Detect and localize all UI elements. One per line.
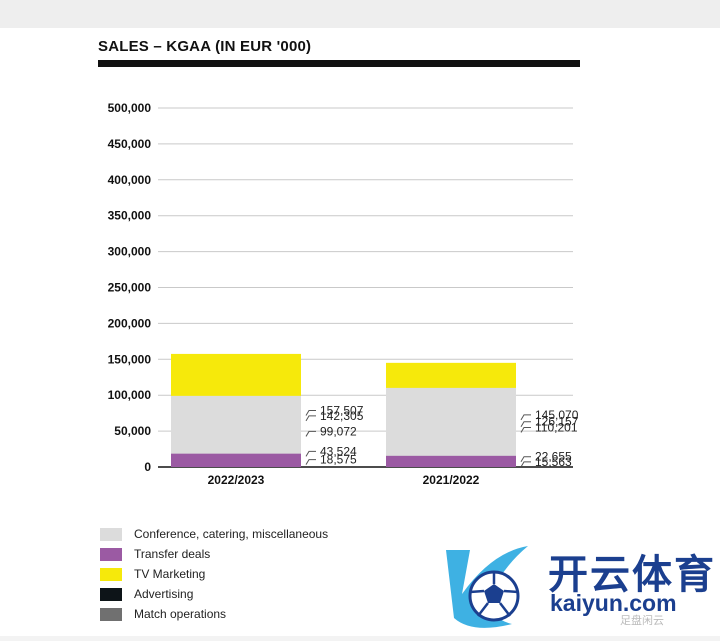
legend-item: Transfer deals — [100, 544, 328, 564]
y-tick-label: 350,000 — [108, 209, 152, 223]
y-tick-label: 300,000 — [108, 245, 152, 259]
x-tick-label: 2022/2023 — [208, 473, 265, 487]
legend-label: Conference, catering, miscellaneous — [134, 527, 329, 541]
data-label: 99,072 — [320, 424, 357, 438]
legend-swatch — [100, 607, 122, 621]
k-ball-icon — [446, 546, 528, 628]
brand-name-en: kaiyun.com — [550, 590, 677, 616]
y-tick-label: 50,000 — [114, 424, 151, 438]
chart-title: SALES – KGAA (IN EUR '000) — [98, 38, 312, 55]
data-label-leader — [520, 426, 531, 433]
data-label-leader — [305, 450, 316, 457]
brand-logo: 开云体育 kaiyun.com — [432, 532, 720, 636]
bar-segment — [386, 387, 516, 467]
data-label-leader — [305, 415, 316, 422]
data-label: 43,524 — [320, 444, 357, 458]
legend-item: TV Marketing — [100, 564, 328, 584]
y-tick-label: 400,000 — [108, 173, 152, 187]
legend-swatch — [100, 527, 122, 541]
y-tick-label: 250,000 — [108, 281, 152, 295]
data-label: 110,201 — [535, 420, 578, 434]
bar-segment — [171, 453, 301, 467]
data-label-leader — [520, 461, 531, 468]
data-label: 22,655 — [535, 450, 572, 464]
title-rule — [98, 60, 580, 67]
corner-watermark: 足盘闲云 — [620, 615, 664, 627]
legend-swatch — [100, 587, 122, 601]
top-bar — [0, 0, 720, 28]
data-label-leader — [520, 456, 531, 462]
data-label-leader — [305, 409, 316, 416]
data-label-leader — [520, 414, 531, 421]
legend-label: Advertising — [134, 587, 194, 601]
y-tick-label: 0 — [144, 460, 151, 474]
legend-item: Conference, catering, miscellaneous — [100, 524, 328, 544]
y-tick-label: 200,000 — [108, 316, 152, 330]
data-label-leader — [305, 430, 316, 437]
x-tick-label: 2021/2022 — [423, 473, 480, 487]
y-tick-label: 100,000 — [108, 388, 152, 402]
data-label: 145,070 — [535, 408, 579, 422]
data-label: 126,157 — [535, 415, 579, 429]
chart-legend: Conference, catering, miscellaneous Trans… — [100, 524, 328, 624]
legend-swatch — [100, 547, 122, 561]
bar-segment — [386, 455, 516, 467]
legend-label: Transfer deals — [134, 547, 211, 561]
data-label: 157,507 — [320, 403, 364, 417]
brand-name-cn: 开云体育 — [548, 553, 716, 597]
y-tick-label: 150,000 — [108, 352, 152, 366]
data-label-leader — [305, 459, 316, 465]
legend-label: Match operations — [134, 607, 227, 621]
y-tick-label: 500,000 — [108, 101, 152, 115]
legend-label: TV Marketing — [134, 567, 206, 581]
y-tick-label: 450,000 — [108, 137, 152, 151]
legend-swatch — [100, 567, 122, 581]
data-label-leader — [520, 421, 531, 427]
data-label: 15,563 — [535, 455, 572, 469]
data-label: 142,305 — [320, 409, 364, 423]
legend-item: Advertising — [100, 584, 328, 604]
data-label: 18,575 — [320, 453, 357, 467]
legend-item: Match operations — [100, 604, 328, 624]
